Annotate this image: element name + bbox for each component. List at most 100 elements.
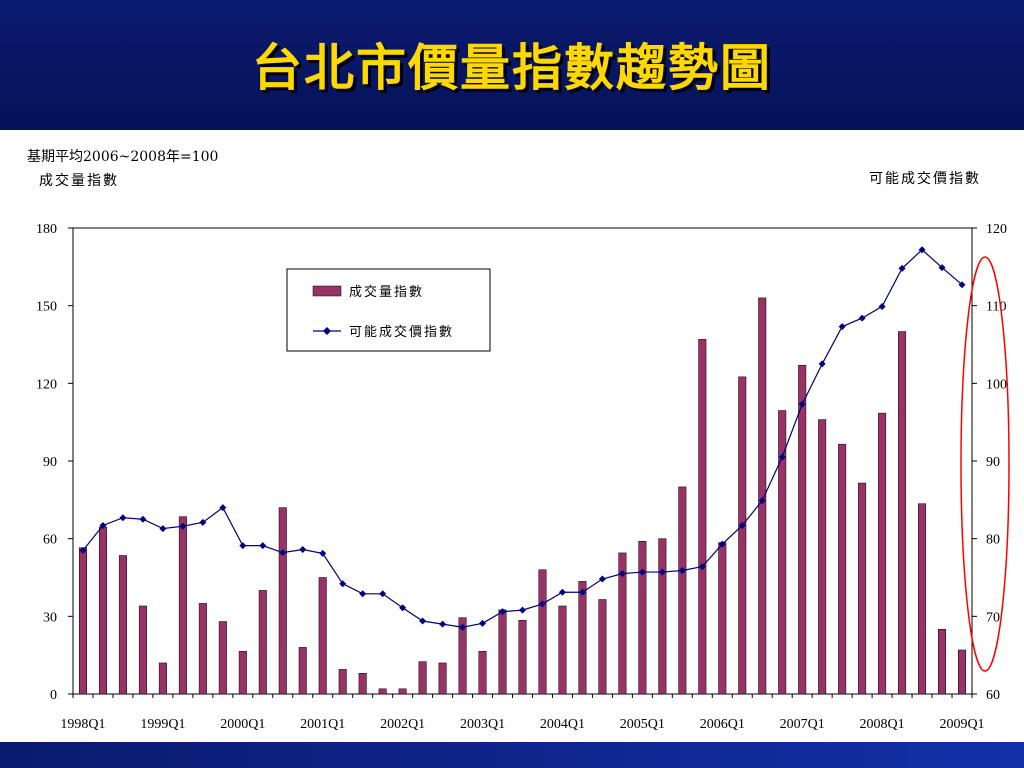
bar-1999Q3 <box>198 603 207 695</box>
price-point-2005Q2 <box>658 568 666 576</box>
left-tick-label: 30 <box>43 610 57 625</box>
bar-2006Q2 <box>738 376 747 695</box>
x-tick-label: 2008Q1 <box>860 717 905 732</box>
right-tick-label: 90 <box>986 455 1000 470</box>
bar-series <box>78 297 967 695</box>
bar-2000Q4 <box>298 647 307 695</box>
left-tick-label: 90 <box>43 455 57 470</box>
bar-2004Q1 <box>558 605 567 695</box>
bar-1999Q4 <box>218 621 227 695</box>
page-title: 台北市價量指數趨勢圖 <box>252 39 772 97</box>
bar-2008Q1 <box>878 412 887 695</box>
bar-2004Q3 <box>598 599 607 695</box>
left-tick-label: 180 <box>36 222 57 237</box>
price-point-2008Q1 <box>878 302 886 310</box>
bar-2006Q4 <box>778 410 787 695</box>
bar-2005Q4 <box>698 339 707 695</box>
x-tick-label: 2000Q1 <box>220 717 265 732</box>
right-tick-label: 120 <box>986 222 1007 237</box>
bar-2003Q4 <box>538 569 547 695</box>
price-point-2002Q3 <box>439 620 447 628</box>
bar-2008Q2 <box>898 331 907 695</box>
line-series <box>79 246 966 631</box>
bar-1999Q2 <box>178 516 187 695</box>
x-tick-label: 2004Q1 <box>540 717 585 732</box>
legend: 成交量指數 可能成交價指數 <box>286 268 491 352</box>
left-tick-label: 0 <box>50 688 57 703</box>
x-tick-label: 2006Q1 <box>700 717 745 732</box>
bar-1998Q3 <box>118 555 127 695</box>
right-tick-label: 80 <box>986 533 1000 548</box>
price-point-2004Q4 <box>618 570 626 578</box>
price-point-2001Q3 <box>359 590 367 598</box>
right-axis-title: 可能成交價指數 <box>869 171 981 187</box>
bar-2007Q2 <box>818 419 827 695</box>
price-point-2007Q4 <box>858 314 866 322</box>
bar-2002Q4 <box>458 617 467 695</box>
price-point-1998Q2 <box>99 521 107 529</box>
bar-2003Q3 <box>518 619 527 695</box>
bar-2006Q1 <box>718 542 727 695</box>
bar-1998Q4 <box>138 605 147 695</box>
bar-2004Q2 <box>578 581 587 695</box>
right-tick-label: 70 <box>986 610 1000 625</box>
price-point-2003Q4 <box>538 600 546 608</box>
price-point-2005Q3 <box>678 567 686 575</box>
bar-2005Q1 <box>638 541 647 695</box>
price-point-2005Q4 <box>698 563 706 571</box>
bar-2009Q1 <box>958 649 967 695</box>
price-point-2001Q4 <box>379 590 387 598</box>
bar-2004Q4 <box>618 552 627 695</box>
x-tick-label: 2002Q1 <box>380 717 425 732</box>
right-tick-label: 100 <box>986 377 1007 392</box>
price-point-2006Q3 <box>758 497 766 505</box>
bar-2006Q3 <box>758 297 767 695</box>
bar-2002Q3 <box>438 662 447 695</box>
price-point-2007Q3 <box>838 323 846 331</box>
left-tick-label: 150 <box>36 300 57 315</box>
bar-2005Q2 <box>658 538 667 695</box>
x-tick-label: 2001Q1 <box>300 717 345 732</box>
price-point-2006Q4 <box>778 453 786 461</box>
price-point-2008Q4 <box>938 264 946 272</box>
price-point-2001Q1 <box>319 549 327 557</box>
base-period-note: 基期平均2006~2008年=100 <box>27 149 219 165</box>
price-point-2005Q1 <box>638 568 646 576</box>
axes: 0 30 60 90 120 150 180 60 70 80 90 100 110 120 1998Q1 1… <box>36 222 1007 732</box>
bar-2007Q4 <box>858 482 867 695</box>
price-point-2004Q1 <box>558 588 566 596</box>
bar-2002Q1 <box>398 688 407 695</box>
price-point-2004Q2 <box>578 588 586 596</box>
bar-2003Q2 <box>498 609 507 695</box>
x-tick-label: 2003Q1 <box>460 717 505 732</box>
price-point-2008Q3 <box>918 246 926 254</box>
bar-2000Q2 <box>258 590 267 695</box>
bar-2001Q1 <box>318 577 327 695</box>
bar-2007Q1 <box>798 364 807 695</box>
bar-2007Q3 <box>838 443 847 695</box>
x-tick-label: 2009Q1 <box>939 717 984 732</box>
bar-2001Q2 <box>338 669 347 695</box>
bar-2001Q4 <box>378 688 387 695</box>
legend-marker <box>323 327 331 335</box>
bar-2008Q4 <box>938 629 947 695</box>
price-point-2002Q1 <box>399 604 407 612</box>
bottom-bar <box>0 742 1024 768</box>
bar-2005Q3 <box>678 486 687 695</box>
legend-bar-swatch <box>312 285 342 297</box>
price-point-2003Q1 <box>479 619 487 627</box>
price-point-2004Q3 <box>598 575 606 583</box>
bar-1998Q2 <box>98 526 107 695</box>
left-tick-label: 120 <box>36 377 57 392</box>
right-tick-label: 110 <box>986 300 1006 315</box>
price-point-2007Q1 <box>798 400 806 408</box>
price-point-2000Q4 <box>299 546 307 554</box>
bar-2008Q3 <box>918 503 927 695</box>
legend-label-volume: 成交量指數 <box>349 284 424 300</box>
price-point-2006Q1 <box>718 540 726 548</box>
price-point-1999Q3 <box>199 518 207 526</box>
price-point-2001Q2 <box>339 580 347 588</box>
price-point-2000Q1 <box>239 542 247 550</box>
x-tick-label: 2007Q1 <box>780 717 825 732</box>
